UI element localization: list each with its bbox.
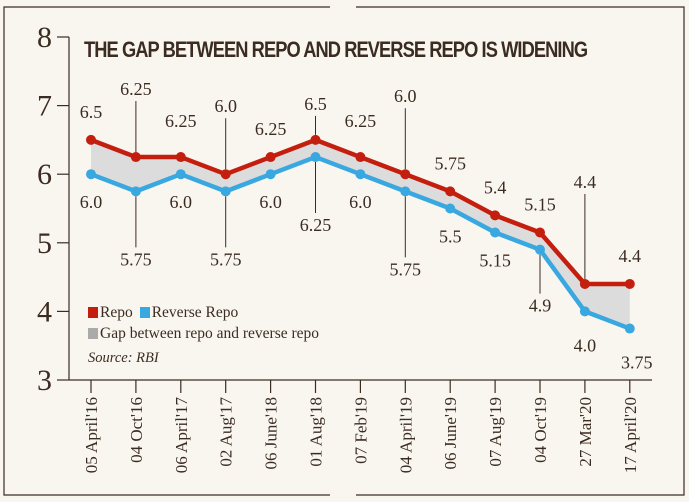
x-tick-label: 17 April'20 xyxy=(621,397,640,473)
reverse-repo-data-label: 6.0 xyxy=(349,192,372,212)
source-note: Source: RBI xyxy=(88,350,159,366)
y-tick-label: 4 xyxy=(37,295,52,328)
x-tick-label: 06 June'19 xyxy=(441,397,460,469)
legend-row-2: Gap between repo and reverse repo xyxy=(88,323,319,344)
repo-point xyxy=(86,134,96,145)
reverse-repo-data-label: 6.0 xyxy=(170,192,193,212)
y-tick-label: 3 xyxy=(37,364,52,397)
x-tick-label: 04 Oct'16 xyxy=(127,397,146,463)
repo-point xyxy=(130,152,141,163)
reverse-repo-point xyxy=(624,323,635,334)
legend-label-gap: Gap between repo and reverse repo xyxy=(100,325,320,342)
repo-data-label: 6.0 xyxy=(394,86,417,106)
reverse-repo-data-label: 5.75 xyxy=(120,249,152,269)
repo-data-label: 6.25 xyxy=(165,111,197,131)
reverse-repo-data-label: 3.75 xyxy=(621,353,653,373)
repo-data-label: 5.4 xyxy=(484,177,507,197)
repo-data-label: 6.5 xyxy=(304,94,327,114)
reverse-repo-data-label: 5.15 xyxy=(479,251,511,271)
reverse-repo-point xyxy=(490,227,501,238)
reverse-repo-data-label: 5.75 xyxy=(210,249,242,269)
reverse-repo-data-label: 4.0 xyxy=(574,335,597,355)
legend-swatch-gap xyxy=(88,328,98,339)
reverse-repo-point xyxy=(445,203,456,214)
repo-data-label: 6.25 xyxy=(345,111,377,131)
repo-point xyxy=(579,278,590,289)
y-tick-label: 5 xyxy=(37,227,52,260)
y-tick-label: 7 xyxy=(37,90,52,123)
reverse-repo-point xyxy=(310,152,321,163)
repo-point xyxy=(624,278,635,289)
legend-row-1: Repo Reverse Repo xyxy=(88,302,319,323)
x-tick-label: 02 Aug'17 xyxy=(217,397,236,467)
x-tick-label: 07 Feb'19 xyxy=(351,397,370,464)
reverse-repo-point xyxy=(130,186,141,197)
repo-data-label: 6.25 xyxy=(120,79,152,99)
x-tick-label: 07 Aug'19 xyxy=(486,397,505,467)
repo-point xyxy=(355,152,366,163)
legend-swatch-repo xyxy=(88,307,98,318)
repo-data-label: 6.25 xyxy=(255,119,287,139)
reverse-repo-point xyxy=(400,186,411,197)
legend-label-reverse-repo: Reverse Repo xyxy=(151,304,239,321)
chart-title: THE GAP BETWEEN REPO AND REVERSE REPO IS… xyxy=(84,37,588,62)
legend-swatch-reverse-repo xyxy=(139,307,150,318)
repo-data-label: 6.5 xyxy=(80,102,103,122)
repo-point xyxy=(220,169,231,180)
reverse-repo-data-label: 6.25 xyxy=(300,215,332,235)
x-tick-label: 06 April'17 xyxy=(172,397,191,474)
y-tick-label: 6 xyxy=(37,158,52,191)
legend: Repo Reverse Repo Gap between repo and r… xyxy=(88,302,319,369)
x-tick-label: 01 Aug'18 xyxy=(307,397,326,467)
repo-point xyxy=(490,210,501,221)
reverse-repo-point xyxy=(579,306,590,317)
reverse-repo-point xyxy=(535,244,545,255)
reverse-repo-data-label: 5.75 xyxy=(390,259,422,279)
x-tick-label: 05 April'16 xyxy=(82,397,101,473)
x-tick-label: 04 Oct'19 xyxy=(531,397,550,463)
repo-data-label: 4.4 xyxy=(619,246,642,266)
legend-label-repo: Repo xyxy=(100,304,133,321)
y-tick-label: 8 xyxy=(37,21,52,54)
repo-point xyxy=(400,169,411,180)
repo-data-label: 4.4 xyxy=(574,172,597,192)
x-tick-label: 04 April'19 xyxy=(396,397,415,473)
reverse-repo-point xyxy=(175,169,186,180)
reverse-repo-data-label: 5.5 xyxy=(439,227,462,247)
reverse-repo-point xyxy=(265,169,276,180)
reverse-repo-data-label: 4.9 xyxy=(529,296,552,316)
outer-border xyxy=(3,6,685,496)
reverse-repo-point xyxy=(220,186,231,197)
repo-point xyxy=(265,152,276,163)
x-tick-label: 06 June'18 xyxy=(262,397,281,469)
repo-point xyxy=(175,152,186,163)
repo-data-label: 5.15 xyxy=(524,195,556,215)
repo-data-label: 5.75 xyxy=(434,153,466,173)
repo-point xyxy=(310,134,321,145)
reverse-repo-data-label: 6.0 xyxy=(259,192,282,212)
repo-point xyxy=(535,227,545,238)
repo-point xyxy=(445,186,456,197)
reverse-repo-point xyxy=(355,169,366,180)
x-tick-label: 27 Mar'20 xyxy=(576,397,595,467)
reverse-repo-data-label: 6.0 xyxy=(80,192,103,212)
reverse-repo-point xyxy=(86,169,96,180)
repo-data-label: 6.0 xyxy=(214,96,237,116)
